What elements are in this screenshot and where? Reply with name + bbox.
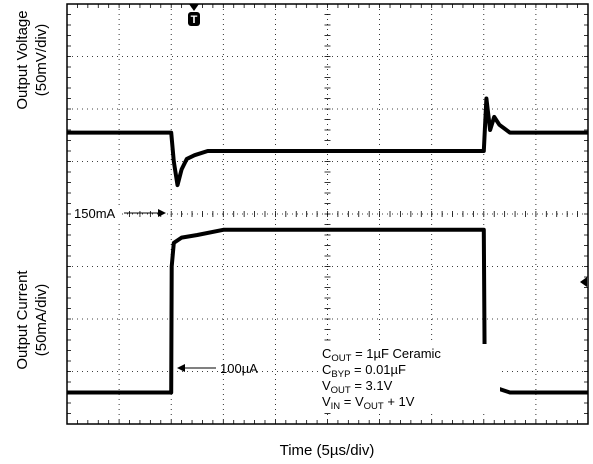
condition-cbyp: CBYP = 0.01µF xyxy=(322,362,406,380)
traces xyxy=(67,96,588,395)
annotation-150ma-label: 150mA xyxy=(74,206,116,221)
trace-current xyxy=(67,227,588,395)
condition-vout: VOUT = 3.1V xyxy=(322,378,393,396)
trigger-marker-text: T xyxy=(191,14,198,26)
xlabel: Time (5µs/div) xyxy=(280,442,375,459)
ylabel-top-line2: (50mV/div) xyxy=(33,24,50,97)
test-conditions: COUT = 1µF Ceramic CBYP = 0.01µF VOUT = … xyxy=(318,344,500,412)
ylabel-bottom-line2: (50mA/div) xyxy=(33,284,50,357)
condition-vin: VIN = VOUT + 1V xyxy=(322,394,415,412)
ylabel-top-line1: Output Voltage xyxy=(14,10,31,109)
ylabel-bottom-group: Output Current (50mA/div) xyxy=(14,270,50,370)
annotation-100ua: 100µA xyxy=(177,361,258,376)
condition-cout: COUT = 1µF Ceramic xyxy=(322,346,441,364)
ylabel-top-group: Output Voltage (50mV/div) xyxy=(14,10,50,109)
ground-level-arrow-icon xyxy=(580,277,587,287)
ylabel-bottom-line1: Output Current xyxy=(14,270,31,370)
annotation-150ma: 150mA xyxy=(72,206,166,221)
trace-voltage xyxy=(67,96,588,188)
annotation-100ua-label: 100µA xyxy=(220,361,258,376)
trigger-marker-icon: T xyxy=(188,4,200,26)
